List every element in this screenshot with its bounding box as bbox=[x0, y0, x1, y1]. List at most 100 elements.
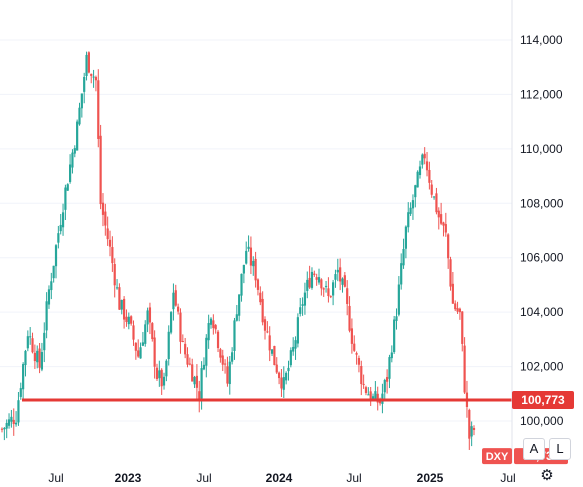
candle-body bbox=[468, 409, 471, 439]
candle-body bbox=[421, 154, 424, 165]
candle-body bbox=[179, 312, 182, 342]
candle-body bbox=[409, 207, 412, 214]
time-axis: Jul 2023 Jul 2024 Jul 2025 Jul bbox=[48, 471, 515, 485]
price-axis: 114,000 112,000 110,000 108,000 106,000 104,0… bbox=[520, 33, 564, 428]
candle-body bbox=[395, 316, 398, 321]
candle-body bbox=[430, 184, 433, 195]
candle-body bbox=[268, 335, 271, 351]
candle-body bbox=[315, 277, 318, 280]
candle-body bbox=[242, 264, 245, 274]
candle-body bbox=[64, 187, 67, 210]
candle-body bbox=[247, 246, 250, 249]
candle-body bbox=[26, 336, 29, 349]
candle-body bbox=[108, 239, 112, 247]
candle-body bbox=[463, 345, 466, 393]
candle-body bbox=[165, 360, 168, 377]
candle-body bbox=[137, 350, 140, 357]
candle-body bbox=[449, 259, 452, 287]
candle-body bbox=[299, 307, 302, 314]
candle-body bbox=[414, 185, 417, 198]
candle-body bbox=[22, 364, 25, 390]
candle-body bbox=[221, 355, 224, 365]
candle-body bbox=[139, 347, 142, 359]
candle-body bbox=[254, 258, 257, 281]
candle-body bbox=[50, 281, 53, 291]
candle-body bbox=[425, 161, 429, 171]
candle-body bbox=[470, 426, 473, 437]
log-scale-button[interactable]: L bbox=[549, 438, 571, 460]
y-tick-label: 100,000 bbox=[520, 414, 564, 428]
y-tick-label: 106,000 bbox=[520, 251, 564, 265]
candle-body bbox=[334, 274, 337, 280]
y-tick-label: 112,000 bbox=[520, 87, 563, 101]
candle-body bbox=[99, 135, 102, 205]
x-tick-label: 2023 bbox=[115, 471, 142, 485]
candle-body bbox=[296, 317, 299, 344]
candle-body bbox=[360, 366, 363, 385]
candle-body bbox=[442, 222, 445, 226]
candle-body bbox=[85, 54, 88, 77]
candle-body bbox=[322, 288, 325, 290]
candle-body bbox=[282, 377, 285, 390]
candle-body bbox=[209, 318, 213, 325]
candle-body bbox=[47, 289, 51, 305]
candle-body bbox=[68, 164, 72, 182]
candle-body bbox=[308, 277, 311, 288]
candle-body bbox=[38, 348, 41, 368]
candle-body bbox=[226, 366, 229, 384]
candle-body bbox=[144, 324, 147, 344]
candle-body bbox=[207, 323, 210, 341]
candle-body bbox=[348, 305, 351, 331]
candle-body bbox=[29, 336, 32, 338]
candle-body bbox=[31, 338, 34, 353]
candle-body bbox=[52, 265, 55, 279]
candle-body bbox=[19, 388, 22, 397]
candle-body bbox=[188, 363, 191, 365]
candle-body bbox=[383, 379, 386, 393]
candle-body bbox=[444, 224, 447, 233]
candle-body bbox=[306, 279, 309, 291]
y-tick-label: 108,000 bbox=[520, 196, 564, 210]
candle-body bbox=[177, 306, 180, 312]
candle-body bbox=[76, 121, 79, 151]
candle-body bbox=[376, 393, 379, 403]
candle-body bbox=[397, 284, 400, 315]
candle-body bbox=[184, 343, 187, 355]
candle-body bbox=[153, 337, 156, 367]
candle-body bbox=[214, 325, 217, 330]
candle-body bbox=[181, 341, 184, 343]
candle-body bbox=[261, 298, 264, 323]
candle-body bbox=[303, 292, 307, 306]
candle-body bbox=[416, 171, 419, 188]
x-tick-label: 2024 bbox=[266, 471, 293, 485]
candle-body bbox=[104, 211, 107, 226]
candle-body bbox=[97, 80, 100, 139]
gear-icon[interactable]: ⚙ bbox=[540, 467, 554, 484]
candle-body bbox=[461, 311, 464, 344]
candle-body bbox=[132, 325, 135, 340]
candle-body bbox=[202, 364, 206, 370]
candle-body bbox=[193, 377, 196, 385]
candle-body bbox=[404, 226, 408, 249]
candle-body bbox=[148, 307, 152, 323]
candle-body bbox=[54, 245, 58, 267]
candle-body bbox=[294, 340, 297, 349]
candle-body bbox=[111, 247, 114, 264]
candle-body bbox=[223, 363, 227, 365]
candle-body bbox=[350, 328, 353, 344]
candle-body bbox=[5, 422, 8, 429]
candle-body bbox=[423, 153, 426, 159]
candle-body bbox=[437, 210, 440, 218]
candle-body bbox=[61, 212, 65, 228]
auto-scale-button[interactable]: A bbox=[523, 438, 545, 460]
candle-body bbox=[141, 342, 144, 346]
candle-body bbox=[393, 319, 396, 353]
candle-body bbox=[388, 357, 391, 379]
candle-body bbox=[94, 77, 98, 81]
candle-body bbox=[411, 200, 415, 209]
candle-body bbox=[146, 310, 149, 325]
candle-body bbox=[36, 350, 39, 363]
candle-body bbox=[369, 391, 372, 402]
x-tick-label: 2025 bbox=[417, 471, 444, 485]
